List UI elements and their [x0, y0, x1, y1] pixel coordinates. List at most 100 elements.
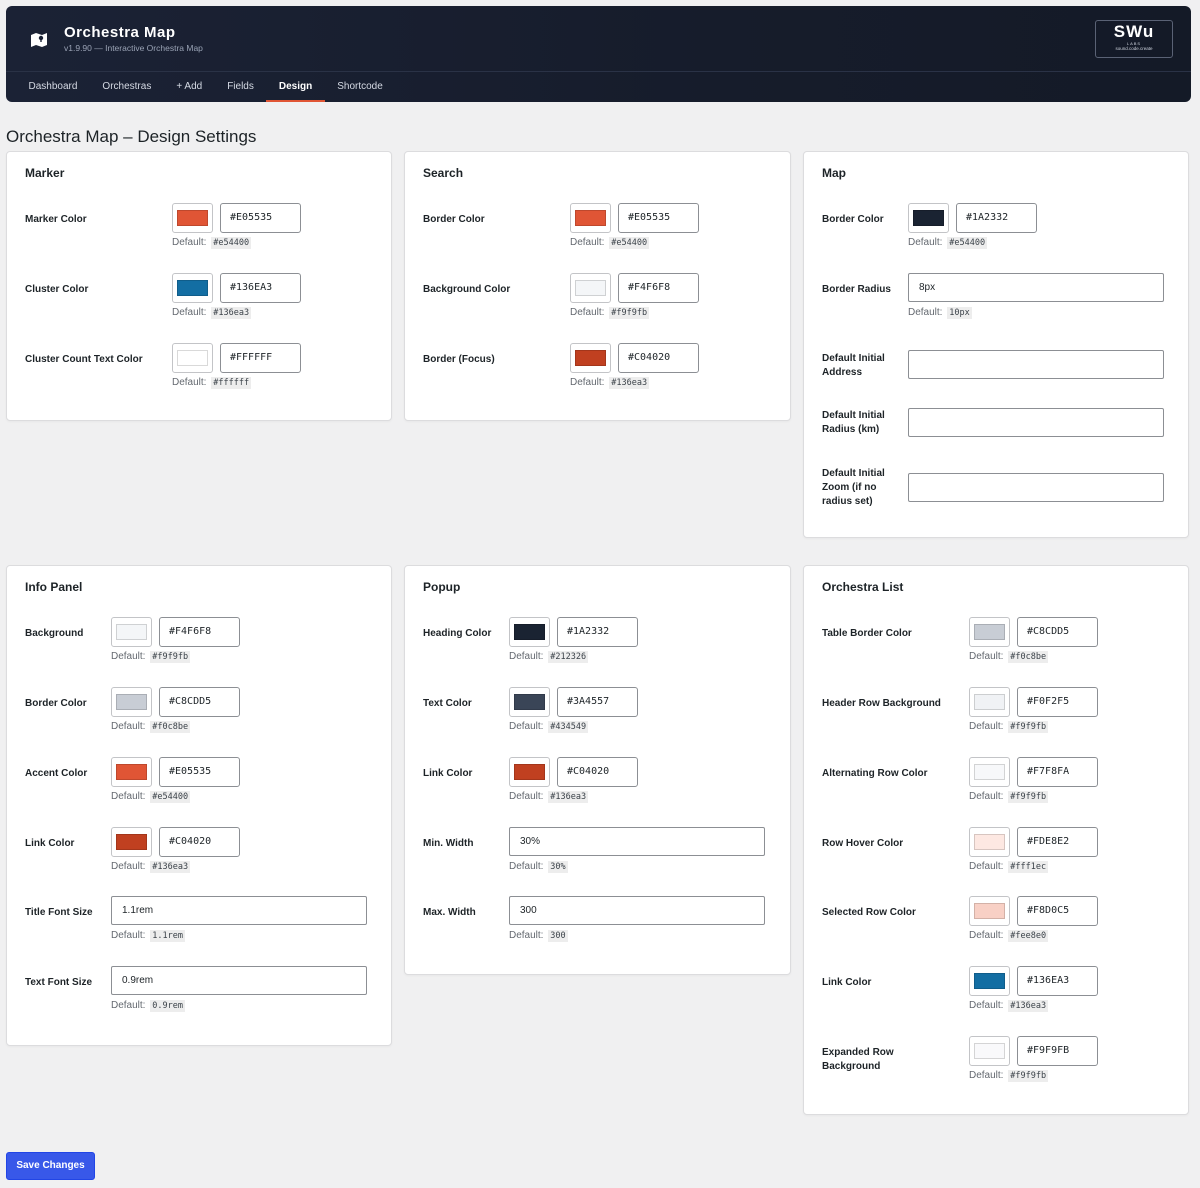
color-swatch[interactable] — [570, 273, 611, 303]
color-swatch[interactable] — [969, 1036, 1010, 1066]
color-swatch[interactable] — [111, 827, 152, 857]
default-hint: Default: #fee8e0 — [969, 930, 1049, 942]
border-radius-input[interactable]: 8px — [908, 273, 1164, 302]
hex-input[interactable]: #FDE8E2 — [1017, 827, 1098, 857]
color-swatch[interactable] — [509, 757, 550, 787]
hex-input[interactable]: #F4F6F8 — [618, 273, 699, 303]
hex-input[interactable]: #C04020 — [159, 827, 240, 857]
field-label: Expanded Row Background — [822, 1047, 894, 1072]
nav-shortcode[interactable]: Shortcode — [337, 81, 383, 92]
field-label: Border Radius — [822, 284, 891, 295]
swatch-fill — [974, 903, 1005, 919]
hex-input[interactable]: #F8D0C5 — [1017, 896, 1098, 926]
hex-input[interactable]: #1A2332 — [557, 617, 638, 647]
card-title: Popup — [423, 580, 461, 594]
hex-input[interactable]: #FFFFFF — [220, 343, 301, 373]
color-swatch[interactable] — [509, 617, 550, 647]
default-hint: Default: #e54400 — [908, 237, 988, 249]
color-swatch[interactable] — [570, 203, 611, 233]
swatch-fill — [116, 764, 147, 780]
color-swatch[interactable] — [969, 827, 1010, 857]
default-hint: Default: #136ea3 — [172, 307, 252, 319]
swatch-fill — [974, 1043, 1005, 1059]
max-width-input[interactable]: 300 — [509, 896, 765, 925]
title-font-size-input[interactable]: 1.1rem — [111, 896, 367, 925]
swatch-fill — [913, 210, 944, 226]
field-label: Cluster Count Text Color — [25, 354, 143, 365]
nav-add[interactable]: + Add — [176, 81, 203, 92]
default-label: Default: — [969, 791, 1004, 802]
default-label: Default: — [969, 1070, 1004, 1081]
map-book-icon — [31, 33, 47, 47]
hex-input[interactable]: #3A4557 — [557, 687, 638, 717]
page-title: Orchestra Map – Design Settings — [6, 127, 257, 146]
hex-input[interactable]: #C04020 — [557, 757, 638, 787]
color-swatch[interactable] — [111, 617, 152, 647]
field-label: Link Color — [25, 838, 75, 849]
default-value: 10px — [947, 307, 972, 319]
nav-fields[interactable]: Fields — [227, 81, 254, 92]
hex-input[interactable]: #E05535 — [618, 203, 699, 233]
hex-input[interactable]: #136EA3 — [1017, 966, 1098, 996]
default-label: Default: — [908, 237, 943, 248]
default-hint: Default: 30% — [509, 861, 568, 873]
color-swatch[interactable] — [969, 617, 1010, 647]
default-label: Default: — [509, 791, 544, 802]
color-swatch[interactable] — [172, 203, 213, 233]
nav-design[interactable]: Design — [266, 72, 326, 102]
field-label: Heading Color — [423, 628, 492, 639]
field-label: Text Color — [423, 698, 472, 709]
color-swatch[interactable] — [570, 343, 611, 373]
color-swatch[interactable] — [509, 687, 550, 717]
color-swatch[interactable] — [172, 343, 213, 373]
default-value: 30% — [548, 861, 568, 873]
color-swatch[interactable] — [969, 896, 1010, 926]
default-label: Default: — [969, 1000, 1004, 1011]
color-swatch[interactable] — [111, 687, 152, 717]
hex-input[interactable]: #F0F2F5 — [1017, 687, 1098, 717]
color-swatch[interactable] — [111, 757, 152, 787]
initial-radius-input[interactable] — [908, 408, 1164, 437]
initial-address-input[interactable] — [908, 350, 1164, 379]
min-width-input[interactable]: 30% — [509, 827, 765, 856]
hex-input[interactable]: #E05535 — [159, 757, 240, 787]
hex-input[interactable]: #C8CDD5 — [159, 687, 240, 717]
hex-input[interactable]: #F9F9FB — [1017, 1036, 1098, 1066]
hex-input[interactable]: #C04020 — [618, 343, 699, 373]
brand-name: SWu — [1113, 22, 1155, 41]
card-title: Map — [822, 166, 846, 180]
field-label: Border Color — [25, 698, 87, 709]
search-card: Search Border Color #E05535 Default: #e5… — [404, 151, 791, 421]
swatch-fill — [514, 764, 545, 780]
default-label: Default: — [509, 861, 544, 872]
hex-input[interactable]: #F4F6F8 — [159, 617, 240, 647]
field-label: Marker Color — [25, 214, 87, 225]
default-label: Default: — [969, 721, 1004, 732]
default-label: Default: — [509, 930, 544, 941]
nav-dashboard[interactable]: Dashboard — [28, 81, 78, 92]
default-label: Default: — [172, 377, 207, 388]
text-font-size-input[interactable]: 0.9rem — [111, 966, 367, 995]
hex-input[interactable]: #C8CDD5 — [1017, 617, 1098, 647]
save-changes-button[interactable]: Save Changes — [6, 1152, 95, 1180]
swatch-fill — [177, 350, 208, 366]
app-version: v1.9.90 — Interactive Orchestra Map — [64, 43, 203, 53]
hex-input[interactable]: #F7F8FA — [1017, 757, 1098, 787]
nav-orchestras[interactable]: Orchestras — [102, 81, 152, 92]
default-value: #fff1ec — [1008, 861, 1049, 873]
color-swatch[interactable] — [969, 687, 1010, 717]
hex-input[interactable]: #E05535 — [220, 203, 301, 233]
color-swatch[interactable] — [969, 966, 1010, 996]
default-hint: Default: #e54400 — [570, 237, 650, 249]
initial-zoom-input[interactable] — [908, 473, 1164, 502]
swatch-fill — [116, 694, 147, 710]
hex-input[interactable]: #1A2332 — [956, 203, 1037, 233]
swatch-fill — [974, 764, 1005, 780]
hex-input[interactable]: #136EA3 — [220, 273, 301, 303]
color-swatch[interactable] — [172, 273, 213, 303]
color-swatch[interactable] — [908, 203, 949, 233]
color-swatch[interactable] — [969, 757, 1010, 787]
field-label: Accent Color — [25, 768, 88, 779]
default-label: Default: — [172, 307, 207, 318]
swatch-fill — [177, 210, 208, 226]
